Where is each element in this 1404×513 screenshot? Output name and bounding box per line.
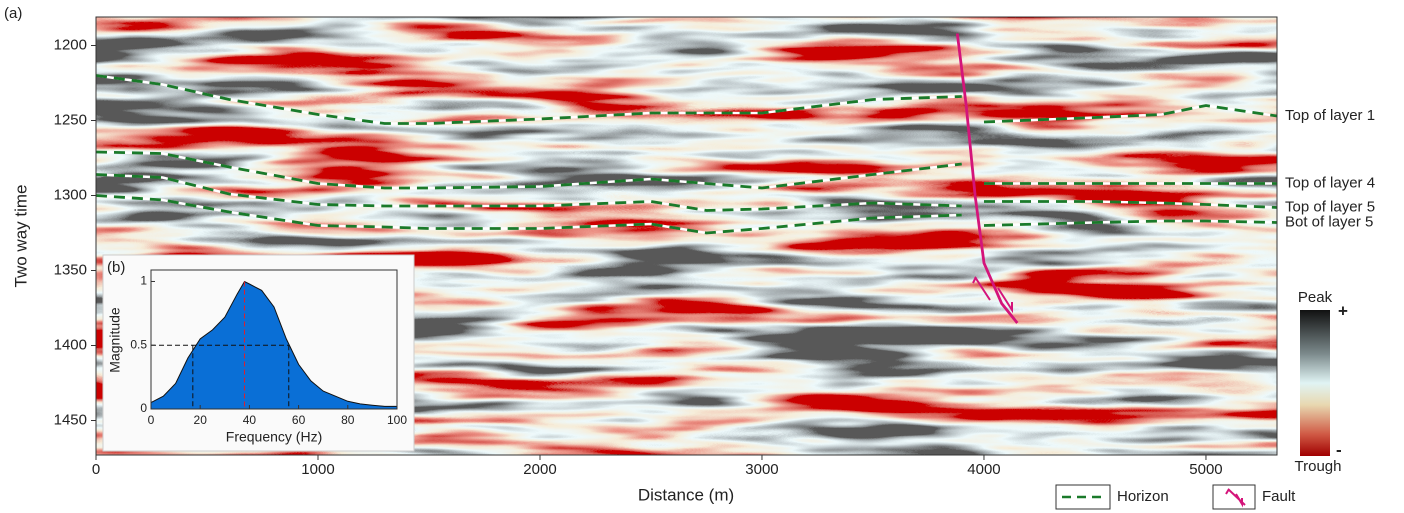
x-axis-title: Distance (m) [638, 485, 734, 504]
inset-y-axis-title: Magnitude [107, 307, 123, 373]
inset-x-tick-label: 100 [387, 413, 407, 427]
inset-chart: 0 20 40 60 80 100 0 0.5 1 [130, 269, 407, 427]
x-tick-label: 5000 [1189, 461, 1222, 478]
inset-x-tick-label: 80 [341, 413, 355, 427]
horizon [96, 173, 1277, 212]
x-tick-label: 3000 [745, 461, 778, 478]
fault [955, 33, 1019, 324]
y-tick-label: 1300 [54, 186, 87, 203]
y-tick-label: 1250 [54, 111, 87, 128]
y-axis-title: Two way time [11, 185, 30, 288]
horizon-label: Top of layer 5 [1285, 198, 1375, 215]
fault-arrow [972, 276, 1013, 314]
legend-box [1055, 484, 1111, 510]
horizon [96, 150, 1277, 190]
inset-x-tick-label: 0 [148, 413, 155, 427]
inset-x-axis-title: Frequency (Hz) [226, 429, 322, 445]
y-tick-label: 1400 [54, 336, 87, 353]
inset-y-tick-label: 0 [140, 401, 147, 415]
y-tick-label: 1350 [54, 261, 87, 278]
colorbar-bottom-label: Trough [1295, 458, 1342, 475]
colorbar-plus: + [1338, 301, 1348, 320]
inset-y-tick-label: 0.5 [130, 337, 147, 351]
colorbar [1300, 310, 1330, 456]
inset-frame [150, 269, 398, 410]
horizon [96, 194, 1277, 235]
inset-x-tick-label: 40 [243, 413, 257, 427]
y-tick-label: 1200 [54, 36, 87, 53]
legend-label: Horizon [1117, 488, 1169, 505]
plot-frame [95, 16, 1278, 456]
inset-panel-label: (b) [107, 259, 125, 276]
horizon-label: Top of layer 4 [1285, 174, 1375, 191]
y-tick-label: 1450 [54, 411, 87, 428]
horizon [96, 74, 1277, 125]
legend-label: Fault [1262, 488, 1296, 505]
x-tick-label: 2000 [523, 461, 556, 478]
legend-box [1212, 484, 1256, 510]
inset-x-tick-label: 20 [194, 413, 208, 427]
horizon-label: Bot of layer 5 [1285, 213, 1373, 230]
inset-y-tick-label: 1 [140, 274, 147, 288]
panel-label: (a) [4, 5, 22, 22]
horizon-label: Top of layer 1 [1285, 107, 1375, 124]
x-tick-label: 4000 [967, 461, 1000, 478]
colorbar-top-label: Peak [1298, 289, 1333, 306]
x-tick-label: 1000 [301, 461, 334, 478]
overlay [96, 33, 1277, 324]
colorbar-minus: - [1336, 440, 1342, 459]
inset-x-tick-label: 60 [292, 413, 306, 427]
x-tick-label: 0 [92, 461, 100, 478]
legend-swatch [1225, 488, 1246, 508]
